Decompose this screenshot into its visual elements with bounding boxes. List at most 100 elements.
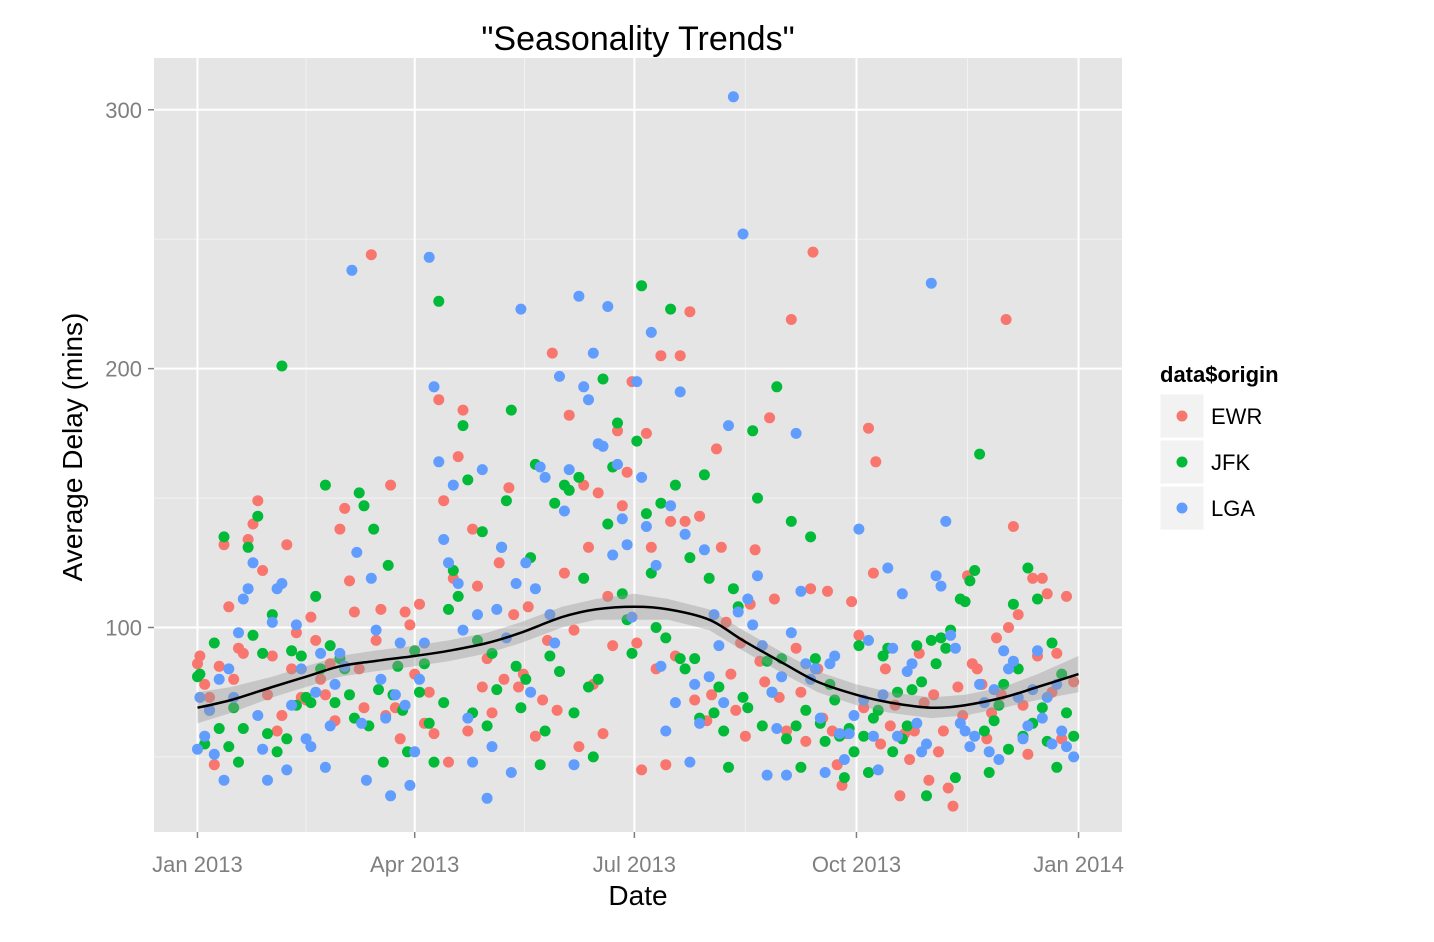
data-point-ewr — [290, 627, 302, 639]
data-point-lga — [819, 767, 831, 778]
data-point-jfk — [329, 697, 341, 709]
data-point-jfk — [901, 720, 913, 732]
major-gridlines — [154, 58, 1122, 832]
data-point-jfk — [959, 596, 971, 608]
data-point-jfk — [640, 508, 652, 520]
legend-item-jfk: JFK — [1159, 439, 1250, 485]
data-point-jfk — [616, 588, 628, 600]
data-point-lga — [252, 710, 264, 721]
data-point-lga — [703, 671, 715, 683]
smooth-trend — [197, 593, 1079, 724]
data-point-lga — [1046, 738, 1058, 750]
data-point-ewr — [498, 673, 510, 685]
data-point-lga — [315, 647, 327, 659]
data-point-lga — [1056, 725, 1068, 737]
data-point-jfk — [544, 650, 556, 662]
legend-label: JFK — [1211, 450, 1250, 475]
data-point-lga — [974, 678, 986, 690]
data-point-lga — [242, 583, 254, 595]
data-point-lga — [785, 627, 797, 639]
data-point-ewr — [537, 694, 549, 706]
data-point-lga — [208, 748, 220, 760]
data-point-ewr — [853, 629, 865, 641]
data-point-ewr — [879, 663, 891, 675]
data-point-ewr — [423, 686, 435, 698]
data-point-jfk — [563, 484, 575, 496]
data-point-lga — [747, 619, 759, 631]
data-point-jfk — [257, 647, 269, 659]
data-point-ewr — [612, 425, 623, 437]
data-point-lga — [443, 557, 454, 569]
legend-key — [1159, 485, 1205, 531]
data-point-jfk — [790, 720, 802, 732]
data-point-jfk — [271, 746, 283, 758]
data-point-ewr — [730, 704, 742, 716]
data-point-jfk — [887, 746, 899, 758]
data-point-jfk — [983, 767, 995, 778]
data-point-jfk — [1061, 707, 1072, 719]
data-point-ewr — [1061, 590, 1072, 602]
data-point-ewr — [271, 725, 283, 737]
data-point-jfk — [319, 479, 331, 491]
data-point-ewr — [394, 733, 406, 745]
data-point-lga — [674, 386, 686, 398]
confidence-band — [197, 593, 1079, 724]
data-point-jfk — [684, 552, 696, 564]
data-point-lga — [262, 774, 273, 786]
data-point-lga — [583, 394, 594, 406]
data-point-jfk — [247, 629, 259, 641]
data-point-jfk — [1056, 668, 1068, 680]
data-point-lga — [848, 710, 860, 721]
data-point-lga — [472, 609, 483, 621]
data-point-jfk — [993, 699, 1005, 711]
data-point-jfk — [213, 723, 225, 734]
data-point-jfk — [708, 707, 720, 719]
data-point-ewr — [438, 495, 450, 507]
data-point-lga — [940, 515, 952, 527]
data-point-lga — [752, 570, 763, 582]
data-point-ewr — [204, 691, 215, 703]
data-point-jfk — [1051, 761, 1063, 773]
data-point-ewr — [711, 443, 722, 455]
data-point-jfk — [520, 673, 532, 685]
data-point-lga — [983, 746, 995, 758]
data-point-lga — [872, 764, 884, 776]
data-point-jfk — [373, 684, 384, 696]
data-point-jfk — [742, 702, 754, 714]
data-point-ewr — [457, 404, 469, 416]
data-point-jfk — [829, 694, 841, 706]
data-point-lga — [467, 756, 479, 768]
data-point-jfk — [964, 575, 976, 587]
data-point-ewr — [660, 759, 672, 771]
data-point-ewr — [223, 601, 235, 613]
data-point-lga — [290, 619, 302, 631]
x-tick-label: Oct 2013 — [812, 852, 901, 877]
data-point-jfk — [433, 295, 445, 307]
data-point-ewr — [353, 663, 365, 675]
data-point-jfk — [418, 658, 430, 670]
data-point-jfk — [727, 583, 739, 595]
data-point-ewr — [867, 567, 879, 579]
data-point-ewr — [493, 557, 505, 569]
legend-swatch — [1176, 410, 1188, 422]
data-point-lga — [930, 570, 942, 582]
data-point-lga — [694, 717, 706, 729]
data-point-ewr — [529, 730, 541, 742]
data-point-lga — [882, 562, 894, 574]
data-point-ewr — [305, 611, 317, 623]
data-point-lga — [496, 541, 508, 553]
data-point-jfk — [800, 704, 812, 716]
data-point-ewr — [324, 658, 336, 670]
data-point-jfk — [636, 280, 648, 292]
data-point-lga — [319, 761, 331, 773]
data-point-ewr — [573, 741, 585, 753]
data-point-jfk — [655, 497, 667, 509]
data-point-ewr — [1041, 588, 1053, 600]
data-point-lga — [616, 513, 628, 525]
data-point-lga — [409, 746, 421, 758]
data-point-jfk — [863, 767, 874, 778]
data-point-jfk — [703, 572, 715, 584]
data-point-ewr — [428, 728, 440, 740]
y-tick-label: 100 — [105, 615, 142, 640]
data-point-jfk — [295, 650, 307, 662]
